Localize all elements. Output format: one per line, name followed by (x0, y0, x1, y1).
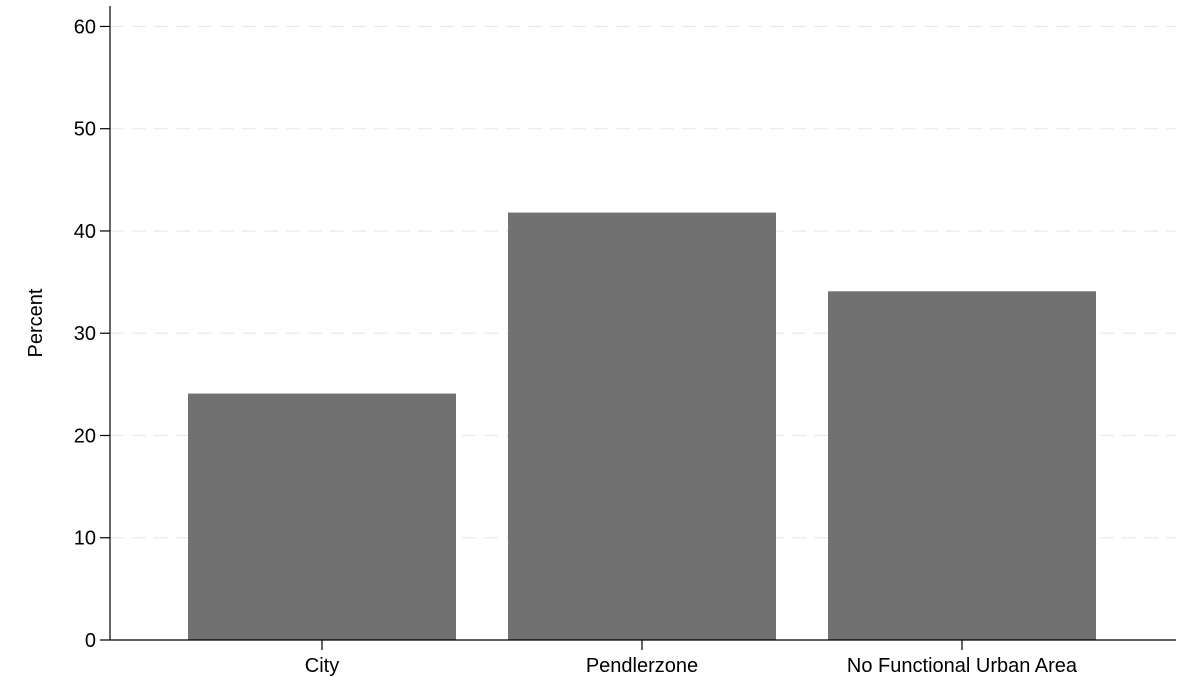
y-tick-label: 30 (74, 323, 96, 345)
bar-pendlerzone (508, 212, 776, 641)
y-tick-label: 20 (74, 425, 96, 447)
x-axis-ticks: City Pendlerzone No Functional Urban Area (305, 640, 1078, 677)
axes (109, 6, 1176, 641)
x-tick-label: City (305, 655, 339, 677)
bar-no-functional-urban-area (828, 291, 1096, 640)
y-tick-label: 40 (74, 221, 96, 243)
y-tick-label: 0 (85, 630, 96, 652)
y-tick-label: 50 (74, 119, 96, 141)
x-tick-label: Pendlerzone (586, 655, 698, 677)
y-axis-ticks: 0 10 20 30 40 50 60 (74, 16, 110, 652)
y-tick-label: 10 (74, 528, 96, 550)
y-tick-label: 60 (74, 16, 96, 38)
y-axis-title: Percent (25, 288, 47, 357)
x-tick-label: No Functional Urban Area (847, 655, 1078, 677)
bar-city (188, 393, 456, 640)
bars (188, 212, 1096, 641)
